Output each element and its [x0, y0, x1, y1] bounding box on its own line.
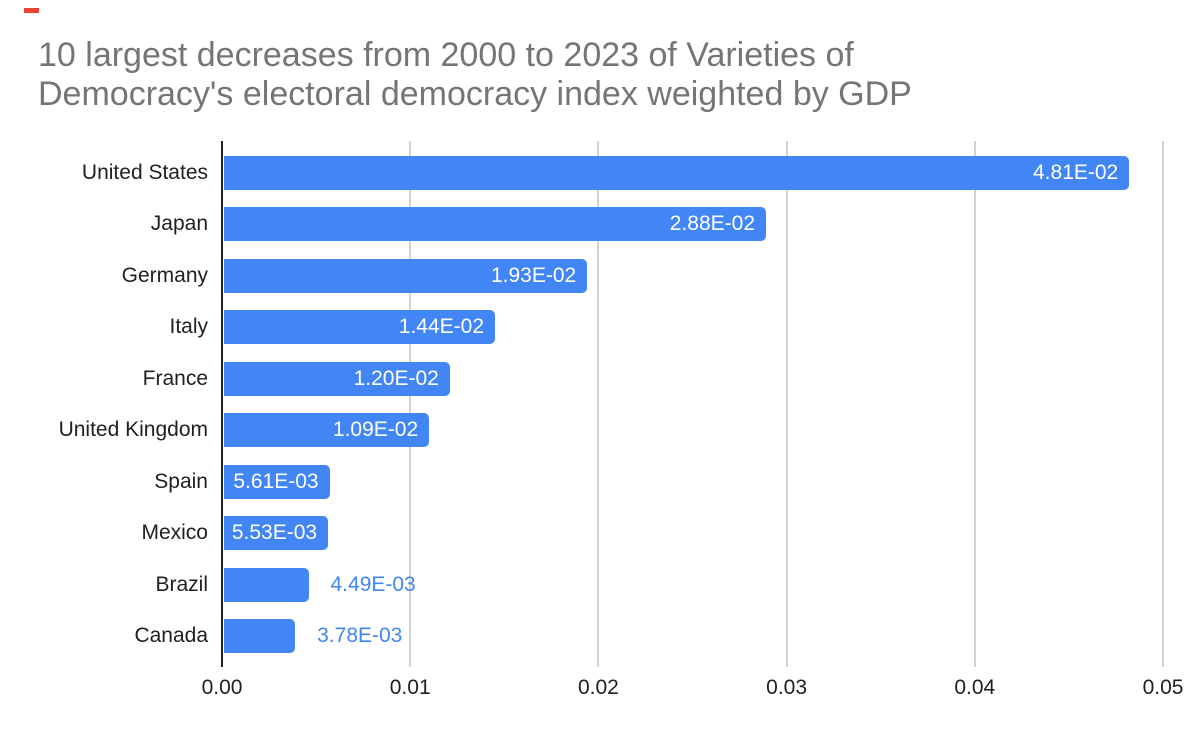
chart-row: Canada 3.78E-03 — [0, 611, 1163, 663]
bar: 5.53E-03 — [224, 516, 329, 551]
bar: 2.88E-02 — [224, 207, 767, 242]
category-label: Japan — [150, 212, 208, 236]
x-tick-label: 0.02 — [577, 676, 619, 699]
bar-value-label: 1.20E-02 — [353, 366, 439, 390]
category-label: Spain — [154, 469, 208, 493]
bar-value-label: 1.93E-02 — [490, 263, 577, 287]
x-tick-label: 0.03 — [766, 676, 808, 699]
bar — [224, 619, 296, 654]
bar: 1.20E-02 — [224, 361, 450, 396]
category-label: Germany — [121, 263, 208, 287]
bar-value-label: 1.09E-02 — [332, 418, 419, 442]
x-axis-ticks: 0.00 0.01 0.02 0.03 0.04 0.05 — [202, 676, 1184, 702]
category-label: Canada — [134, 624, 208, 648]
x-tick-label: 0.05 — [1142, 676, 1184, 699]
chart-title-line-2: Democracy's electoral democracy index we… — [38, 75, 912, 113]
gridline — [597, 141, 600, 667]
bar: 1.44E-02 — [224, 310, 495, 345]
x-tick-label: 0.01 — [389, 676, 431, 699]
gridline — [1162, 141, 1164, 667]
chart-row: Italy 1.44E-02 — [0, 302, 1163, 354]
bar: 1.09E-02 — [224, 413, 430, 448]
category-label: France — [142, 366, 208, 390]
chart-row: France 1.20E-02 — [0, 353, 1163, 405]
bar-value-label: 1.44E-02 — [398, 315, 484, 339]
bar-value-label: 5.53E-03 — [231, 521, 318, 545]
chart-row: Mexico 5.53E-03 — [0, 508, 1163, 560]
bar-value-label: 2.88E-02 — [669, 212, 756, 236]
bar: 1.93E-02 — [224, 258, 588, 293]
bar-value-label: 5.61E-03 — [233, 469, 319, 493]
chart-row: Japan 2.88E-02 — [0, 199, 1163, 251]
chart-row: United Kingdom 1.09E-02 — [0, 405, 1163, 457]
bar-zone: 1.20E-02 — [222, 361, 1163, 396]
bar: 5.61E-03 — [224, 464, 330, 499]
gridline — [973, 141, 976, 667]
chart-row: United States 4.81E-02 — [0, 147, 1163, 199]
bar-zone: 1.93E-02 — [222, 258, 1163, 293]
bar-zone: 1.44E-02 — [222, 310, 1163, 345]
bar-value-label: 4.81E-02 — [1033, 160, 1119, 184]
bar-zone: 3.78E-03 — [222, 619, 1163, 654]
bar-value-label: 4.49E-03 — [330, 572, 416, 596]
bar-zone: 2.88E-02 — [222, 207, 1163, 242]
category-label: United Kingdom — [58, 418, 208, 442]
gridline — [409, 141, 412, 667]
bar-zone: 5.61E-03 — [222, 464, 1163, 499]
bar: 4.81E-02 — [224, 155, 1130, 190]
chart-row: Spain 5.61E-03 — [0, 456, 1163, 508]
category-label: Brazil — [155, 572, 208, 596]
gridline — [785, 141, 788, 667]
category-label: Italy — [169, 315, 208, 339]
bar-value-label: 3.78E-03 — [317, 624, 403, 648]
bar-zone: 4.49E-03 — [222, 567, 1163, 602]
chart-title-line-1: 10 largest decreases from 2000 to 2023 o… — [38, 36, 854, 74]
red-mark-decoration — [24, 8, 39, 13]
chart-row: Germany 1.93E-02 — [0, 250, 1163, 302]
x-tick-label: 0.04 — [954, 676, 996, 699]
plot-rows: United States 4.81E-02 Japan 2.88E-02 German… — [0, 147, 1163, 662]
category-label: United States — [81, 160, 208, 184]
bar — [224, 567, 309, 602]
plot-gridlines — [221, 141, 1164, 670]
category-label: Mexico — [141, 521, 208, 545]
x-tick-label: 0.00 — [201, 676, 243, 699]
y-axis-line — [221, 141, 223, 667]
chart-title: 10 largest decreases from 2000 to 2023 o… — [38, 36, 912, 114]
bar-zone: 4.81E-02 — [222, 155, 1163, 190]
bar-zone: 5.53E-03 — [222, 516, 1163, 551]
bar-zone: 1.09E-02 — [222, 413, 1163, 448]
chart-row: Brazil 4.49E-03 — [0, 559, 1163, 611]
